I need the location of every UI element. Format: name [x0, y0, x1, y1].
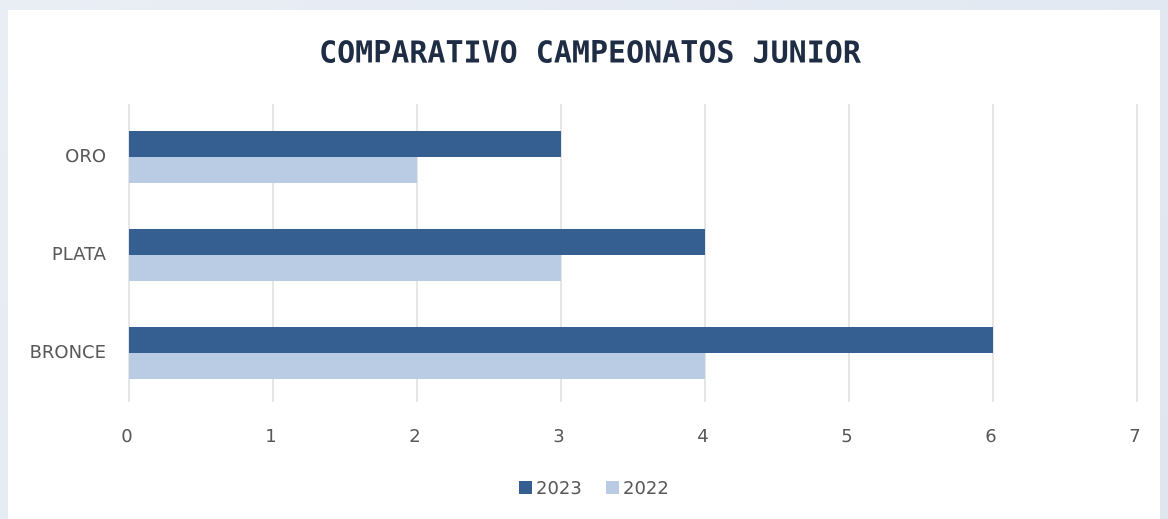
legend-swatch: [606, 481, 619, 494]
x-tick-label: 4: [697, 426, 708, 447]
x-tick-label: 2: [409, 426, 420, 447]
y-tick-label: PLATA: [52, 244, 107, 265]
bar: [129, 255, 561, 281]
bar: [129, 131, 561, 157]
bar: [129, 353, 705, 379]
x-tick-label: 3: [553, 426, 564, 447]
x-tick-label: 0: [121, 426, 132, 447]
legend-label: 2022: [623, 478, 669, 499]
x-tick-label: 1: [265, 426, 276, 447]
x-tick-label: 5: [841, 426, 852, 447]
bar: [129, 327, 993, 353]
legend-label: 2023: [536, 478, 582, 499]
bar: [129, 229, 705, 255]
x-tick-label: 6: [985, 426, 996, 447]
chart-title: COMPARATIVO CAMPEONATOS JUNIOR: [319, 36, 862, 71]
legend-swatch: [519, 481, 532, 494]
bar: [129, 157, 417, 183]
y-tick-label: ORO: [65, 146, 106, 167]
y-tick-label: BRONCE: [30, 342, 106, 363]
x-tick-label: 7: [1129, 426, 1140, 447]
